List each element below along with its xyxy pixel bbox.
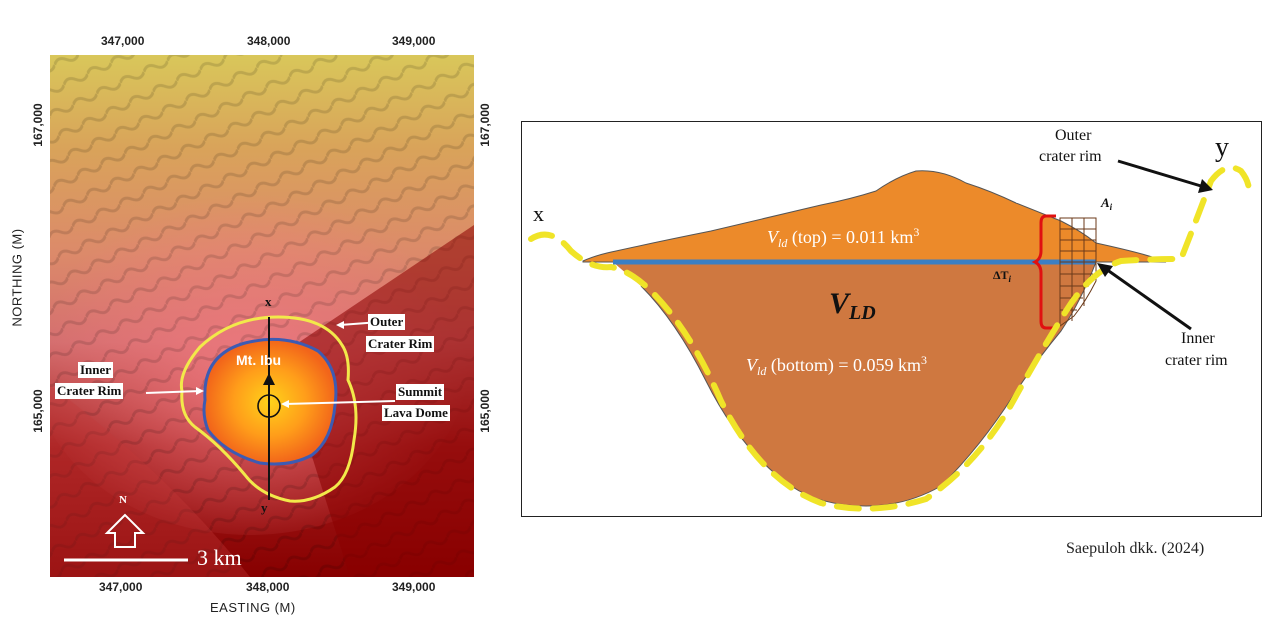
cross-section-diagram: x y Outer crater rim Inner crater rim Vl… <box>521 121 1262 517</box>
inner-crater-rim-label-2: Crater Rim <box>55 383 124 399</box>
outer-crater-rim-label-2: Crater Rim <box>366 336 435 352</box>
lava-dome-circle <box>257 394 281 418</box>
northing-tick-left-1: 167,000 <box>31 103 45 147</box>
easting-tick-top-1: 347,000 <box>101 34 145 48</box>
volcano-name: Mt. Ibu <box>236 352 282 368</box>
source-credit: Saepuloh dkk. (2024) <box>1066 540 1205 557</box>
northing-tick-right-2: 165,000 <box>478 389 492 433</box>
thickness-label: ΔTi <box>993 268 1012 284</box>
outer-rim-label-1: Outer <box>1055 127 1092 144</box>
easting-tick-top-3: 349,000 <box>392 34 436 48</box>
easting-tick-bottom-1: 347,000 <box>99 580 143 594</box>
outer-crater-rim-line <box>179 315 358 503</box>
relief-map <box>50 55 474 577</box>
outer-crater-rim-dashed <box>528 164 1252 512</box>
outer-crater-rim-label: Outer <box>368 314 406 330</box>
easting-tick-bottom-2: 348,000 <box>246 580 290 594</box>
volume-top-label: Vld (top) = 0.011 km3 <box>767 225 919 250</box>
lower-lava-body <box>613 262 1096 506</box>
upper-lava-dome <box>582 170 1167 263</box>
volume-ld-label: VLD <box>829 287 876 324</box>
northing-tick-left-2: 165,000 <box>31 389 45 433</box>
volume-bottom-label: Vld (bottom) = 0.059 km3 <box>746 353 927 378</box>
y-axis-title: NORTHING (M) <box>9 228 25 327</box>
easting-tick-bottom-3: 349,000 <box>392 580 436 594</box>
easting-tick-top-2: 348,000 <box>247 34 291 48</box>
profile-start-label: x <box>265 294 272 309</box>
north-letter: N <box>119 494 127 506</box>
cross-section-y-label: y <box>1215 132 1229 163</box>
scale-text: 3 km <box>197 545 242 570</box>
outer-label-line1: Outer <box>370 314 404 329</box>
inner-rim-label-1: Inner <box>1181 330 1215 347</box>
summit-marker-icon <box>263 373 275 385</box>
area-cell-label: Ai <box>1100 195 1113 212</box>
cross-section-x-label: x <box>533 201 544 226</box>
summit-lava-dome-label: Summit <box>396 384 445 400</box>
northing-tick-right-1: 167,000 <box>478 103 492 147</box>
profile-end-label: y <box>261 500 268 515</box>
x-axis-title: EASTING (M) <box>210 600 296 615</box>
inner-rim-label-2: crater rim <box>1165 352 1228 369</box>
inner-crater-rim-line <box>202 337 338 466</box>
inner-crater-rim-label: Inner <box>78 362 114 378</box>
outer-rim-label-2: crater rim <box>1039 148 1102 165</box>
summit-lava-dome-label-2: Lava Dome <box>382 405 450 421</box>
delta-t-bracket <box>1031 214 1056 330</box>
north-arrow-icon <box>104 513 146 548</box>
